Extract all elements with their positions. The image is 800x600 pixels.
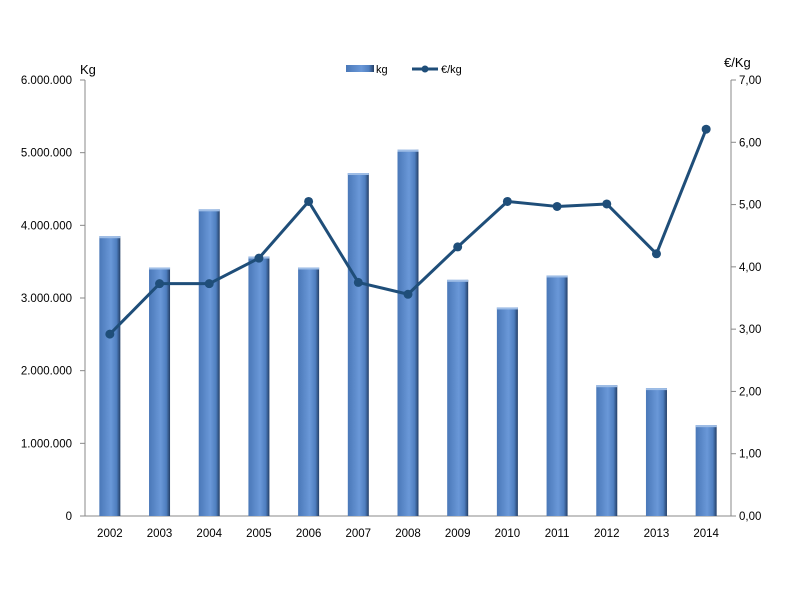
left-y-tick-label: 4.000.000 (21, 220, 72, 232)
bar-top-highlight (298, 267, 320, 270)
bar-top-highlight (99, 236, 121, 239)
left-y-tick-label: 2.000.000 (21, 366, 72, 378)
x-tick-label: 2011 (545, 528, 570, 540)
legend-swatch-kg (346, 65, 374, 72)
price-point-2014 (701, 124, 711, 134)
bar-kg-2009 (447, 279, 469, 516)
price-point-2006 (304, 196, 314, 206)
x-tick-label: 2010 (495, 528, 521, 540)
legend-swatch-price-marker (421, 65, 429, 73)
price-point-2007 (353, 277, 363, 287)
right-y-tick-labels: 0,00 1,00 2,00 3,00 4,00 5,00 6,00 7,00 (731, 75, 761, 523)
bar-kg-2011 (546, 275, 568, 516)
x-tick-label: 2008 (395, 528, 421, 540)
x-tick-labels: 2002 2003 2004 2005 2006 2007 2008 2009 2010 2011… (97, 528, 719, 540)
price-point-2004 (204, 279, 214, 289)
bar-top-highlight (695, 425, 717, 428)
price-point-2008 (403, 289, 413, 299)
bar-top-highlight (149, 267, 171, 270)
bar-top-highlight (546, 275, 568, 278)
x-tick-label: 2002 (97, 528, 123, 540)
right-y-tick-label: 2,00 (739, 386, 761, 398)
price-point-2012 (602, 199, 612, 209)
left-y-tick-label: 1.000.000 (21, 438, 72, 450)
right-y-tick-label: 1,00 (739, 449, 761, 461)
left-y-tick-label: 3.000.000 (21, 293, 72, 305)
bar-kg-2014 (695, 425, 717, 516)
right-axis-title: €/Kg (724, 55, 751, 70)
bar-top-highlight (645, 388, 667, 391)
bar-top-highlight (596, 385, 618, 388)
bar-top-highlight (198, 209, 220, 212)
bar-kg-2013 (645, 388, 667, 516)
bar-kg-2005 (248, 256, 270, 516)
x-tick-label: 2012 (594, 528, 620, 540)
legend-label-kg: kg (376, 64, 388, 76)
x-tick-label: 2007 (346, 528, 372, 540)
bar-kg-2002 (99, 236, 121, 516)
left-y-tick-labels: 0 1.000.000 2.000.000 3.000.000 4.000.000 5.0… (21, 75, 85, 523)
left-y-tick-label: 0 (66, 511, 72, 523)
legend-label-price: €/kg (441, 64, 462, 76)
bar-kg-2012 (596, 385, 618, 516)
x-tick-label: 2004 (196, 528, 222, 540)
x-tick-label: 2013 (644, 528, 670, 540)
x-tick-label: 2006 (296, 528, 322, 540)
legend: kg €/kg (346, 64, 462, 76)
x-tick-label: 2014 (693, 528, 719, 540)
bar-kg-2007 (347, 173, 369, 516)
x-tick-label: 2005 (246, 528, 272, 540)
price-point-2013 (651, 249, 661, 259)
bar-kg-2004 (198, 209, 220, 516)
right-y-tick-label: 3,00 (739, 324, 761, 336)
bar-top-highlight (347, 173, 369, 176)
bar-top-highlight (447, 279, 469, 282)
bar-top-highlight (397, 149, 419, 152)
left-axis-title: Kg (80, 62, 96, 77)
right-y-tick-label: 7,00 (739, 75, 761, 87)
bar-kg-2003 (149, 267, 171, 516)
price-point-2002 (105, 329, 115, 339)
price-point-2009 (453, 242, 463, 252)
right-y-tick-label: 6,00 (739, 137, 761, 149)
price-point-2011 (552, 201, 562, 211)
left-y-tick-label: 5.000.000 (21, 148, 72, 160)
right-y-tick-label: 4,00 (739, 262, 761, 274)
price-point-2010 (502, 196, 512, 206)
price-point-2003 (155, 279, 165, 289)
kg-bars (99, 149, 717, 516)
price-markers (105, 124, 711, 339)
right-y-tick-label: 0,00 (739, 511, 761, 523)
x-tick-label: 2009 (445, 528, 471, 540)
bar-top-highlight (496, 307, 518, 310)
x-tick-label: 2003 (147, 528, 173, 540)
price-point-2005 (254, 253, 264, 263)
bar-kg-2006 (298, 267, 320, 516)
left-y-tick-label: 6.000.000 (21, 75, 72, 87)
bar-kg-2008 (397, 149, 419, 516)
right-y-tick-label: 5,00 (739, 200, 761, 212)
bar-kg-2010 (496, 307, 518, 516)
